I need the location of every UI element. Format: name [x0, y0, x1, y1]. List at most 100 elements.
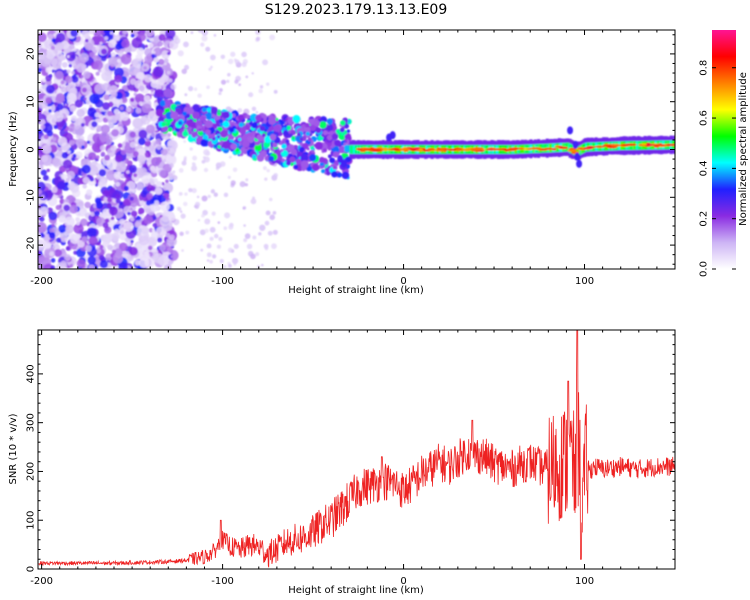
spectrogram-blob [111, 129, 119, 137]
spectrogram-blob [227, 72, 231, 77]
spectrogram-blob [245, 114, 250, 119]
spectrogram-peak [544, 147, 554, 150]
spectrogram-blob [129, 196, 134, 201]
spectrogram-blob [119, 208, 124, 212]
spectrogram-blob [213, 144, 218, 149]
spectrogram-blob [75, 217, 81, 222]
spectrogram-blob [110, 216, 115, 221]
spectrogram-blob [130, 217, 135, 222]
spectrogram-blob [145, 30, 155, 37]
spectrogram-blob [191, 132, 197, 138]
spectrogram-blob [143, 215, 153, 225]
spectrogram-blob [80, 218, 88, 227]
spectrogram-blob [322, 130, 328, 136]
spectrogram-peak [427, 147, 436, 151]
spectrogram-blob [217, 144, 222, 149]
spectrogram-blob [189, 147, 193, 151]
spectrogram-blob [82, 176, 90, 184]
spectrogram-blob [165, 154, 177, 166]
spectrogram-blob [100, 68, 106, 74]
spectrogram-blob [111, 249, 116, 254]
spectrogram-blob [76, 108, 85, 118]
spectrogram-blob [166, 70, 171, 75]
spectrogram-blob [55, 204, 61, 211]
colorbar-tick-label: 0.2 [699, 211, 710, 227]
colorbar: 0.0 0.2 0.4 0.6 0.8 Normalized spectral ampl… [699, 30, 749, 277]
spectrogram-feature [340, 159, 347, 168]
spectrogram-blob [39, 216, 45, 222]
spectrogram-blob [126, 107, 132, 113]
spectrogram-blob [102, 189, 110, 197]
spectrogram-blob [136, 72, 145, 80]
spectrogram-blob [54, 249, 62, 257]
spectrogram-blob [145, 120, 150, 125]
spectrogram-blob [206, 243, 212, 249]
snr-y-tick-label: 200 [26, 462, 37, 481]
spectrogram-blob [90, 212, 95, 217]
spectrogram-blob [191, 111, 200, 120]
spectrogram-blob [129, 141, 137, 148]
spectrogram-blob [235, 147, 240, 152]
spectrogram-blob [192, 104, 200, 112]
spectrogram-blob [242, 207, 246, 210]
spectrogram-blob [154, 88, 164, 98]
spectrogram-blob [161, 64, 168, 71]
spectrogram-blob [177, 50, 184, 57]
spectrogram-blob [269, 197, 273, 202]
spectrogram-blob [150, 203, 159, 212]
colorbar-tick-label: 0.0 [699, 261, 710, 277]
spectrogram-peak [505, 148, 518, 151]
spectrogram-blob [144, 74, 153, 83]
spectrogram-blob [47, 41, 51, 45]
spectrogram-blob [40, 154, 49, 163]
spectrogram-blob [227, 58, 234, 65]
spectrogram-blob [89, 177, 95, 182]
spectrogram-peak [583, 147, 593, 150]
spectrogram-blob [184, 93, 188, 97]
spectrogram-peak [491, 148, 504, 151]
spectrogram-blob [186, 107, 195, 115]
spectrogram-blob [163, 88, 173, 98]
spectrogram-blob [272, 142, 278, 148]
spectrogram-blob [143, 95, 151, 102]
spectrogram-blob [141, 226, 150, 235]
spectrogram-blob [106, 203, 112, 209]
spectrogram-blob [206, 85, 210, 90]
spectrogram-blob [65, 182, 69, 186]
spectrogram-blob [94, 112, 100, 118]
spectrogram-blob [152, 222, 158, 228]
spectrogram-blob [152, 215, 157, 220]
spectrogram-peak [435, 149, 447, 152]
spectrogram-blob [319, 121, 327, 129]
spectrogram-blob [256, 36, 261, 41]
spectrogram-blob [255, 252, 260, 257]
spectrogram-y-tick-label: 10 [26, 95, 37, 108]
spectrogram-blob [192, 155, 198, 161]
spectrogram-blob [87, 255, 96, 265]
spectrogram-blob [290, 148, 298, 156]
spectrogram-blob [54, 37, 61, 44]
spectrogram-blob [206, 107, 211, 112]
spectrogram-blob [144, 44, 149, 48]
spectrogram-blob [123, 221, 134, 233]
spectrogram-blob [136, 148, 146, 159]
spectrogram-blob [167, 236, 174, 243]
spectrogram-x-label: Height of straight line (km) [288, 285, 424, 296]
spectrogram-blob [315, 127, 322, 134]
spectrogram-blob [251, 72, 255, 75]
spectrogram-blob [104, 154, 111, 161]
spectrogram-blob [139, 251, 151, 262]
spectrogram-blob [85, 245, 92, 252]
spectrogram-blob [40, 233, 45, 238]
spectrogram-blob [289, 156, 296, 163]
spectrogram-blob [43, 134, 49, 140]
spectrogram-blob [108, 101, 114, 108]
spectrogram-blob [100, 151, 106, 157]
spectrogram-blob [66, 92, 77, 104]
spectrogram-blob [150, 165, 156, 172]
spectrogram-blob [201, 195, 208, 202]
spectrogram-blob [39, 119, 46, 125]
spectrogram-blob [138, 129, 148, 139]
spectrogram-blob [96, 241, 101, 246]
spectrogram-blob [194, 201, 201, 208]
